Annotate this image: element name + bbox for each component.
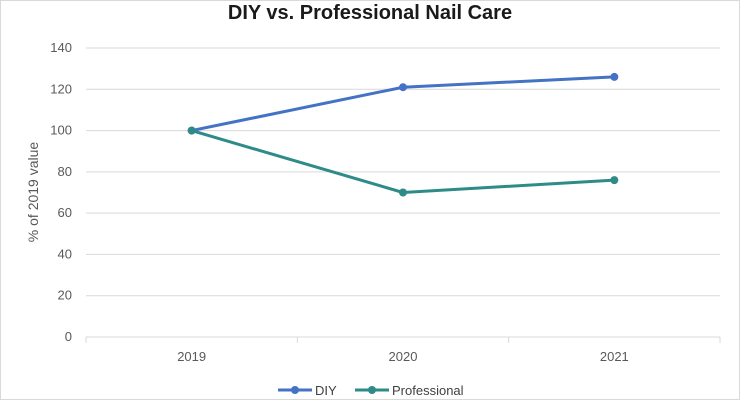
gridlines: [85, 47, 721, 343]
y-tick-label: 0: [65, 329, 72, 344]
x-tick-label: 2021: [600, 349, 629, 364]
chart-title: DIY vs. Professional Nail Care: [228, 2, 512, 24]
data-point-professional: [610, 176, 619, 185]
legend-item-diy: DIY: [278, 383, 337, 398]
y-axis-ticks: 0 20 40 60 80 100 120 140: [50, 40, 72, 344]
data-point-professional: [399, 188, 407, 197]
y-tick-label: 60: [58, 205, 72, 220]
data-point-diy: [610, 72, 619, 81]
y-tick-label: 80: [58, 164, 72, 179]
y-tick-label: 40: [58, 246, 72, 261]
legend-label: DIY: [315, 383, 337, 398]
x-axis-ticks: 2019 2020 2021: [177, 349, 629, 364]
series-group: [187, 72, 619, 197]
y-tick-label: 140: [50, 40, 72, 55]
legend-swatch-marker: [368, 386, 376, 394]
y-tick-label: 20: [58, 288, 72, 303]
legend: DIY Professional: [278, 383, 464, 398]
data-point-diy: [399, 83, 407, 92]
y-tick-label: 100: [50, 123, 72, 138]
legend-item-professional: Professional: [355, 383, 464, 398]
data-point-professional: [187, 126, 196, 135]
y-axis-label: % of 2019 value: [25, 142, 41, 243]
series-line-professional: [190, 129, 616, 194]
y-tick-label: 120: [50, 81, 72, 96]
x-tick-label: 2019: [177, 349, 206, 364]
legend-swatch-marker: [291, 386, 299, 394]
x-tick-label: 2020: [389, 349, 418, 364]
legend-label: Professional: [392, 383, 464, 398]
